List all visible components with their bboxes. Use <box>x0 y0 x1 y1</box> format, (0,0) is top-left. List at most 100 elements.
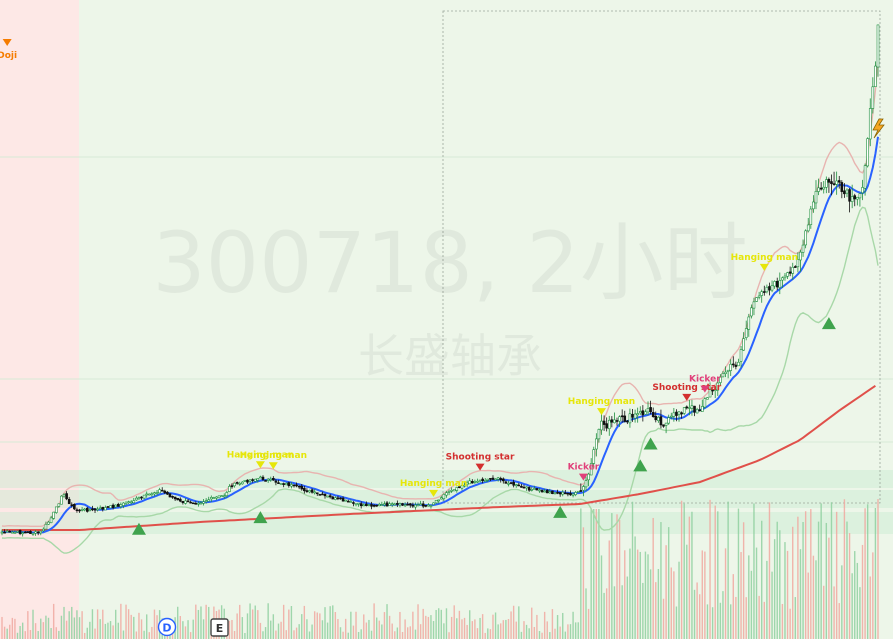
earnings-marker[interactable]: E <box>210 618 229 637</box>
volume-bar <box>239 604 241 639</box>
candle-body <box>414 504 417 508</box>
candle-body <box>0 531 4 534</box>
volume-bar <box>621 585 623 639</box>
candle-body <box>427 504 430 507</box>
candle-body <box>70 504 74 506</box>
dividend-marker[interactable]: D <box>157 617 177 637</box>
volume-bar <box>861 544 864 639</box>
candle-body <box>282 483 285 485</box>
signal-label: Hanging man <box>568 397 635 407</box>
candle-body <box>18 529 22 534</box>
candle-body <box>207 499 211 502</box>
candle-body <box>589 463 593 476</box>
volume-bar <box>833 586 835 639</box>
bull-arrow-icon <box>553 505 568 518</box>
volume-bar <box>678 561 680 639</box>
candle-body <box>641 410 645 416</box>
volume-bar <box>427 616 430 639</box>
candle-body <box>755 297 758 302</box>
signal-bull[interactable] <box>633 459 648 472</box>
signal-kicker[interactable]: Kicker <box>568 463 600 481</box>
candle-body <box>238 483 242 485</box>
signal-bull[interactable] <box>553 505 568 518</box>
candle-body <box>16 530 19 533</box>
volume-bar <box>830 502 833 639</box>
candle-body <box>817 187 820 192</box>
candle-body <box>279 483 283 485</box>
signal-shooting[interactable]: Shooting star <box>446 453 515 471</box>
candle-body <box>527 487 531 491</box>
signal-hammer[interactable]: Hanging man <box>227 450 294 469</box>
candle-body <box>140 496 143 499</box>
signal-bull[interactable] <box>821 317 836 330</box>
candle-body <box>370 504 373 507</box>
signal-hammer[interactable]: Hanging man <box>568 397 635 416</box>
candle-body <box>783 275 787 279</box>
candle-body <box>408 503 412 506</box>
volume-bar <box>587 608 590 639</box>
candle-body <box>315 492 319 495</box>
volume-bar <box>189 632 192 639</box>
candle-body <box>60 495 63 505</box>
volume-bar <box>68 611 70 639</box>
signal-kicker[interactable]: Kicker <box>689 375 721 393</box>
candle-body <box>548 491 552 494</box>
volume-bar <box>430 615 432 639</box>
candle-body <box>362 504 366 507</box>
candle-body <box>509 482 513 484</box>
volume-bar <box>644 551 647 639</box>
candle-body <box>150 493 154 496</box>
volume-bar <box>363 614 365 639</box>
volume-bar <box>282 604 285 639</box>
signal-doji[interactable]: Doji <box>0 39 17 61</box>
signal-label: Hanging man <box>240 451 307 461</box>
volume-bar <box>381 624 383 639</box>
volume-bar <box>523 621 525 639</box>
volume-bar <box>469 610 471 639</box>
candle-body <box>243 479 247 482</box>
volume-bar <box>683 503 685 639</box>
signal-bull[interactable] <box>131 522 146 535</box>
volume-bar <box>815 560 817 639</box>
volume-bar <box>440 609 442 639</box>
volume-bar <box>412 611 414 639</box>
signal-bull[interactable] <box>643 437 658 450</box>
candle-body <box>93 508 97 511</box>
bull-arrow-icon <box>821 317 836 330</box>
candle-body <box>646 408 650 413</box>
candle-body <box>375 504 378 507</box>
volume-bar <box>763 601 766 639</box>
candle-body <box>677 411 681 416</box>
volume-bar <box>135 631 138 639</box>
signal-hammer[interactable]: Hanging man <box>240 451 307 470</box>
bollinger-upper-line <box>1 59 879 527</box>
horizontal-lines <box>0 156 893 443</box>
candle-body <box>439 497 443 500</box>
candle-body <box>706 397 709 400</box>
volume-bar <box>32 609 34 639</box>
candle-body <box>179 498 182 502</box>
volume-bar <box>512 605 515 639</box>
volume-bar <box>556 615 559 639</box>
candle-body <box>734 364 738 367</box>
signal-hammer[interactable]: Hanging man <box>400 479 467 497</box>
signal-bull[interactable] <box>253 511 268 524</box>
volume-bar <box>505 619 507 639</box>
candle-body <box>791 266 795 274</box>
volume-bar <box>365 622 368 639</box>
moving-average-slow-line <box>2 384 876 531</box>
candle-body <box>649 407 652 413</box>
signal-shooting[interactable]: Shooting star <box>652 383 722 401</box>
candle-body <box>321 493 324 496</box>
signal-label: Hanging man <box>731 253 798 263</box>
candle-body <box>160 489 164 492</box>
volume-bar <box>156 615 158 639</box>
candle-body <box>853 195 857 200</box>
candle-body <box>770 285 774 291</box>
candle-body <box>744 328 748 338</box>
volume-bar <box>541 632 543 639</box>
signal-hammer[interactable]: Hanging man <box>731 253 798 271</box>
candle-body <box>726 369 730 372</box>
